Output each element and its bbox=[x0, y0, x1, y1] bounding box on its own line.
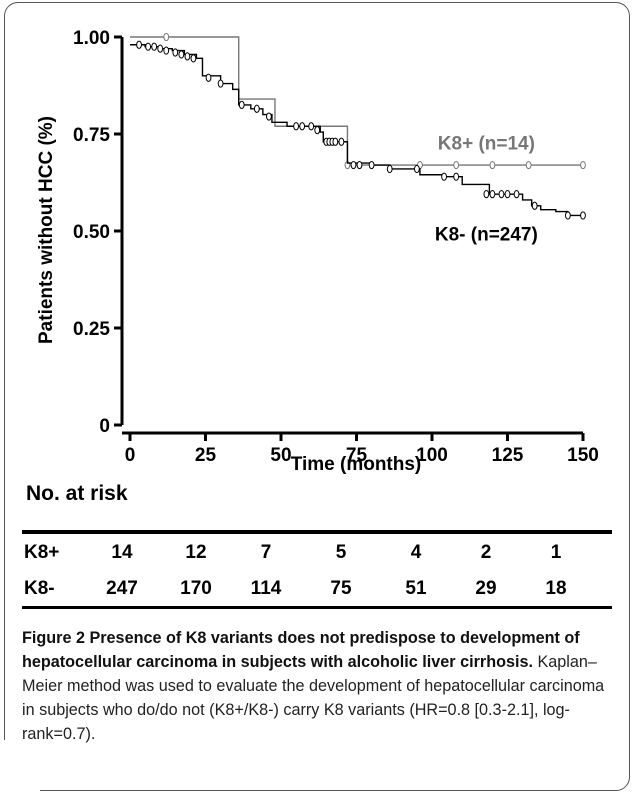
censor-mark bbox=[386, 164, 393, 174]
censor-mark bbox=[178, 50, 185, 59]
censor-mark bbox=[314, 126, 321, 135]
censor-mark bbox=[414, 164, 420, 174]
x-tick-label: 100 bbox=[416, 445, 448, 466]
risk-table-title: No. at risk bbox=[26, 482, 128, 505]
censor-mark bbox=[513, 190, 520, 199]
x-axis-label: Time (months) bbox=[291, 454, 422, 475]
series-line-k8minus bbox=[130, 44, 583, 217]
risk-row-label: K8+ bbox=[24, 542, 60, 563]
x-tick-label: 25 bbox=[195, 445, 217, 466]
caption-text: Kaplan–Meier method was used to evaluate… bbox=[22, 653, 605, 743]
censor-mark bbox=[441, 172, 447, 181]
censor-mark bbox=[266, 112, 272, 121]
risk-value: 18 bbox=[545, 578, 567, 599]
censor-mark bbox=[338, 137, 345, 146]
y-tick-label: 1.00 bbox=[73, 28, 110, 49]
censor-mark bbox=[531, 201, 538, 210]
risk-value: 14 bbox=[111, 542, 133, 563]
censor-mark bbox=[172, 48, 179, 57]
censor-mark bbox=[136, 40, 142, 49]
figure-caption: Figure 2 Presence of K8 variants does no… bbox=[22, 626, 612, 746]
x-tick-label: 50 bbox=[270, 445, 291, 466]
x-tick-label: 0 bbox=[125, 445, 136, 466]
risk-row-label: K8- bbox=[24, 578, 55, 599]
risk-value: 247 bbox=[106, 578, 138, 599]
censor-mark bbox=[565, 211, 571, 220]
censor-mark bbox=[356, 160, 363, 170]
censor-mark bbox=[498, 190, 505, 199]
censor-mark bbox=[350, 160, 357, 170]
risk-value: 12 bbox=[185, 542, 207, 563]
risk-value: 1 bbox=[550, 542, 562, 563]
risk-table: K8+ 14 12 7 5 4 2 1 K8- 247 170 114 75 5… bbox=[22, 530, 612, 609]
censor-mark bbox=[238, 100, 245, 110]
censor-mark bbox=[157, 44, 164, 53]
risk-value: 7 bbox=[260, 542, 272, 563]
frame-corner-break bbox=[0, 740, 40, 794]
series-annotation: K8+ (n=14) bbox=[438, 134, 535, 155]
censor-mark bbox=[504, 190, 511, 199]
risk-row-k8minus: K8- 247 170 114 75 51 29 18 bbox=[22, 570, 612, 609]
censor-mark bbox=[163, 46, 170, 55]
risk-value: 75 bbox=[330, 578, 352, 599]
censor-mark bbox=[145, 42, 152, 51]
censor-mark bbox=[299, 122, 306, 131]
censor-mark bbox=[489, 160, 496, 170]
censor-mark bbox=[580, 211, 586, 220]
risk-value: 5 bbox=[335, 542, 347, 563]
figure-frame bbox=[4, 2, 630, 791]
kaplan-meier-chart: 0 0.25 0.50 0.75 1.00 0 25 50 75 100 125 150 Time (m… bbox=[36, 28, 599, 475]
y-tick-label: 0.75 bbox=[73, 125, 110, 146]
risk-value: 51 bbox=[405, 578, 427, 599]
censor-mark bbox=[253, 104, 260, 113]
y-tick-label: 0.50 bbox=[73, 222, 110, 243]
x-tick-label: 150 bbox=[567, 445, 599, 466]
caption-title: Figure 2 Presence of K8 variants does no… bbox=[22, 629, 580, 671]
censor-mark bbox=[368, 160, 375, 170]
censor-mark bbox=[332, 137, 339, 146]
x-tick-label: 75 bbox=[346, 445, 368, 466]
censor-mark bbox=[525, 160, 532, 170]
y-axis-label: Patients without HCC (%) bbox=[36, 116, 57, 344]
censor-mark bbox=[217, 79, 224, 88]
censor-mark bbox=[205, 73, 212, 82]
censor-mark bbox=[453, 172, 460, 181]
risk-value: 114 bbox=[250, 578, 282, 599]
x-tick-label: 125 bbox=[492, 445, 524, 466]
y-tick-label: 0 bbox=[99, 416, 110, 437]
y-tick-label: 0.25 bbox=[73, 319, 110, 340]
risk-row-k8plus: K8+ 14 12 7 5 4 2 1 bbox=[22, 534, 612, 570]
censor-mark bbox=[190, 54, 197, 63]
censor-mark bbox=[580, 160, 586, 170]
risk-value: 4 bbox=[410, 542, 422, 563]
series-annotation: K8- (n=247) bbox=[435, 225, 538, 246]
censor-mark bbox=[151, 42, 158, 51]
risk-value: 170 bbox=[180, 578, 212, 599]
censor-mark bbox=[483, 190, 490, 199]
censor-mark bbox=[453, 160, 460, 170]
risk-value: 2 bbox=[480, 542, 492, 563]
risk-value: 29 bbox=[475, 578, 497, 599]
censor-mark bbox=[293, 122, 300, 131]
censor-mark bbox=[163, 32, 170, 42]
censor-mark bbox=[308, 122, 315, 131]
censor-mark bbox=[489, 190, 496, 199]
censor-mark bbox=[184, 52, 191, 61]
